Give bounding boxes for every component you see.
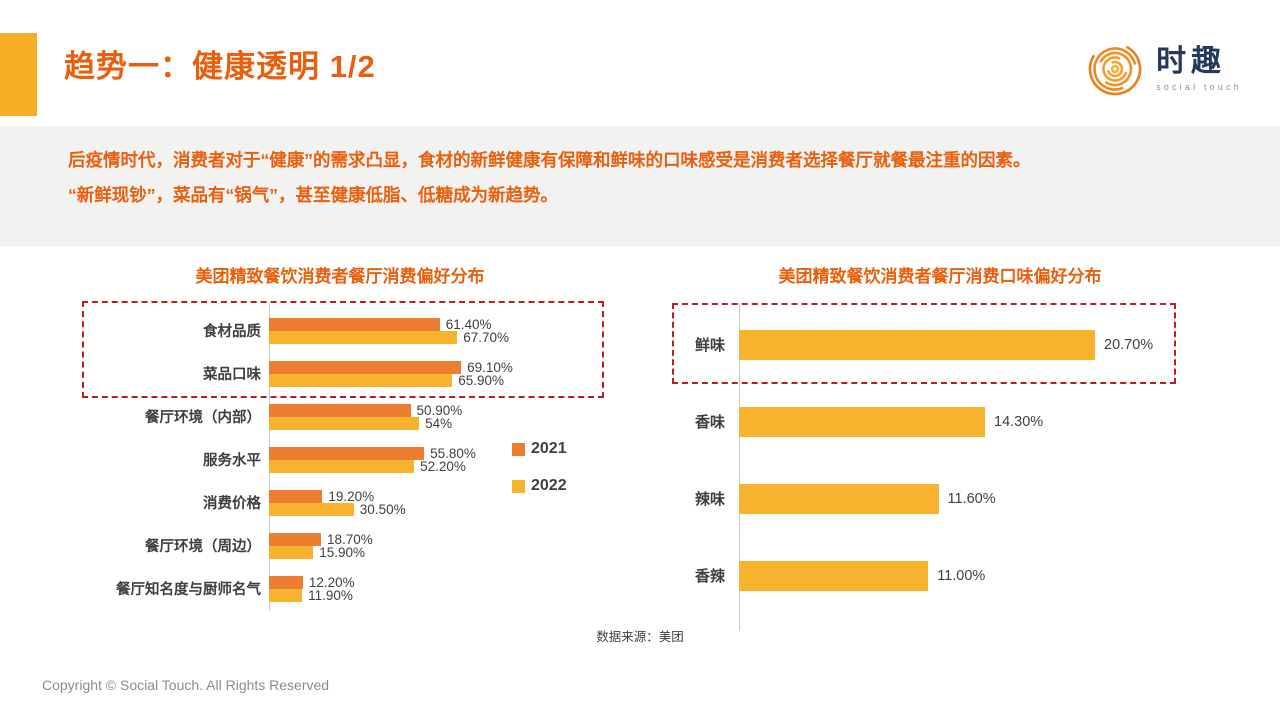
category-label: 服务水平 [203, 453, 261, 469]
chart-row: 食材品质 61.40% 67.70% [60, 309, 620, 352]
legend-label-2022: 2022 [531, 477, 567, 494]
value-label: 54% [425, 415, 453, 431]
bar-2022 [269, 416, 420, 430]
value-label: 15.90% [319, 544, 365, 560]
bar-2022 [269, 588, 303, 602]
bar-2022 [269, 330, 458, 344]
bar-2022 [269, 502, 354, 516]
value-label: 30.50% [359, 501, 406, 517]
chart-row: 餐厅知名度与厨师名气 12.20% 11.90% [60, 567, 620, 610]
page-title: 趋势一：健康透明 1/2 [64, 49, 376, 84]
bar-2021 [269, 403, 411, 417]
legend-item-2022: 2022 [512, 477, 567, 495]
chart-row: 香味 14.30% [660, 383, 1205, 460]
chart-row: 餐厅环境（内部） 50.90% 54% [60, 395, 620, 438]
value-label: 11.00% [937, 567, 986, 584]
value-label: 11.60% [947, 490, 996, 507]
bar-2021 [269, 489, 323, 503]
legend: 2021 2022 [512, 440, 567, 514]
value-label: 20.70% [1104, 336, 1154, 353]
intro-banner: 后疫情时代，消费者对于“健康”的需求凸显，食材的新鲜健康有保障和鲜味的口味感受是… [0, 126, 1280, 246]
right-chart-plot: 鲜味 20.70% 香味 14.30% 辣味 11.60% 香辣 11.00% [660, 306, 1205, 614]
footer-copyright: Copyright © Social Touch. All Rights Res… [42, 677, 330, 693]
chart-row: 餐厅环境（周边） 18.70% 15.90% [60, 524, 620, 567]
highlight-box-right [672, 303, 1176, 384]
spiral-icon [1086, 40, 1144, 98]
source-note: 数据来源：美团 [596, 630, 684, 644]
category-label: 辣味 [694, 491, 725, 508]
bar-2022 [269, 459, 415, 473]
value-label: 52.20% [420, 458, 466, 474]
chart-row: 菜品口味 69.10% 65.90% [60, 352, 620, 395]
bar-2022 [269, 373, 453, 387]
legend-swatch-2022 [512, 479, 525, 493]
logo-subtitle: social touch [1156, 81, 1242, 92]
legend-swatch-2021 [512, 442, 525, 456]
bar-2021 [269, 317, 440, 331]
bar [739, 560, 929, 591]
chart-row: 鲜味 20.70% [660, 306, 1205, 383]
bar [739, 483, 939, 514]
bar-2022 [269, 545, 314, 559]
bar-2021 [269, 532, 321, 546]
value-label: 69.10% [467, 359, 513, 375]
value-label: 67.70% [463, 329, 509, 345]
intro-line-1: 后疫情时代，消费者对于“健康”的需求凸显，食材的新鲜健康有保障和鲜味的口味感受是… [68, 150, 1031, 170]
left-chart-title: 美团精致餐饮消费者餐厅消费偏好分布 [195, 267, 485, 286]
accent-bar [0, 33, 37, 116]
category-label: 香辣 [694, 568, 725, 585]
value-label: 12.20% [308, 574, 355, 590]
left-chart-plot: 食材品质 61.40% 67.70% 菜品口味 69.10% 65.90% 餐厅环境（内部）… [60, 309, 620, 610]
category-label: 餐厅环境（内部） [145, 410, 261, 426]
category-label: 菜品口味 [203, 367, 261, 383]
bar [739, 406, 985, 437]
category-label: 香味 [694, 414, 725, 431]
value-label: 11.90% [308, 587, 353, 603]
category-label: 鲜味 [694, 337, 725, 354]
category-label: 食材品质 [203, 324, 261, 340]
chart-row: 辣味 11.60% [660, 460, 1205, 537]
right-chart-title: 美团精致餐饮消费者餐厅消费口味偏好分布 [778, 267, 1102, 286]
bar-2021 [269, 360, 462, 374]
legend-label-2021: 2021 [531, 440, 567, 457]
category-label: 消费价格 [203, 496, 261, 512]
value-label: 61.40% [445, 316, 492, 332]
value-label: 65.90% [458, 372, 504, 388]
bar-2021 [269, 575, 303, 589]
category-label: 餐厅知名度与厨师名气 [116, 582, 261, 598]
right-chart-axis [739, 303, 740, 631]
chart-row: 消费价格 19.20% 30.50% [60, 481, 620, 524]
value-label: 18.70% [327, 531, 373, 547]
logo: 时趣 social touch [1086, 40, 1242, 98]
intro-line-2: “新鲜现钞”，菜品有“锅气”，甚至健康低脂、低糖成为新趋势。 [68, 185, 558, 205]
bar-2021 [269, 446, 425, 460]
highlight-box-left [82, 301, 604, 398]
chart-row: 香辣 11.00% [660, 537, 1205, 614]
logo-name: 时趣 [1156, 44, 1227, 78]
chart-row: 服务水平 55.80% 52.20% [60, 438, 620, 481]
legend-item-2021: 2021 [512, 440, 567, 458]
value-label: 55.80% [430, 445, 476, 461]
bar [739, 329, 1095, 360]
value-label: 50.90% [416, 402, 463, 418]
value-label: 19.20% [328, 488, 375, 504]
value-label: 14.30% [994, 413, 1044, 430]
category-label: 餐厅环境（周边） [145, 539, 261, 555]
